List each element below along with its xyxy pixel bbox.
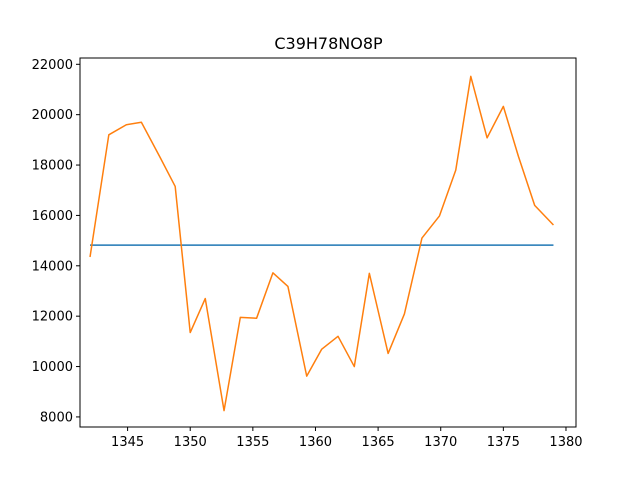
y-tick-label: 22000 [32,58,73,73]
x-tick-label: 1345 [111,435,144,450]
x-tick-label: 1370 [424,435,457,450]
x-tick-label: 1365 [362,435,395,450]
x-tick-label: 1350 [174,435,207,450]
x-tick-label: 1375 [487,435,520,450]
series-line-1 [89,75,554,412]
y-axis: 8000 10000 12000 14000 16000 18000 20000 22000 [32,58,80,425]
plot-area-frame [79,57,577,428]
x-tick-label: 1360 [299,435,332,450]
y-tick-label: 16000 [32,209,73,224]
x-axis: 1345 1350 1355 1360 1365 1370 1375 1380 [111,427,583,450]
y-tick-label: 12000 [32,310,73,325]
chart-title: C39H78NO8P [274,34,383,53]
x-tick-label: 1380 [549,435,582,450]
series-layer [89,75,554,412]
y-tick-label: 10000 [32,360,73,375]
y-tick-label: 18000 [32,159,73,174]
y-tick-label: 8000 [40,410,73,425]
x-tick-label: 1355 [236,435,269,450]
y-tick-label: 20000 [32,108,73,123]
y-tick-label: 14000 [32,259,73,274]
